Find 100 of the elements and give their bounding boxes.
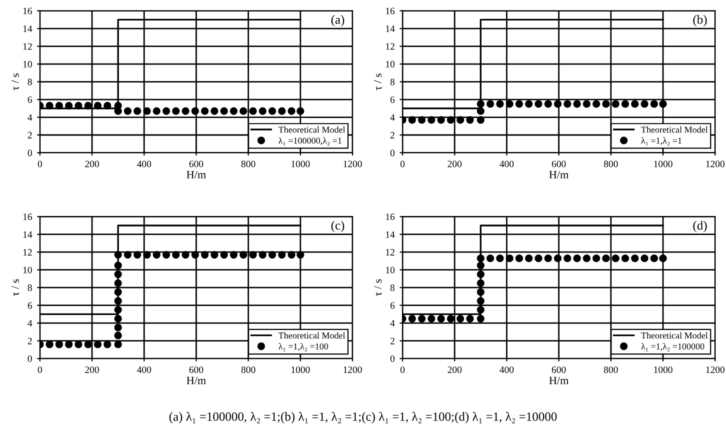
legend-label: λ₁ =1,λ₂ =100000: [641, 343, 704, 352]
x-axis-title: H/m: [549, 376, 569, 384]
point: [466, 314, 474, 322]
y-tick-label: 16: [386, 214, 395, 220]
x-tick-label: 800: [241, 160, 256, 168]
y-tick-label: 6: [390, 302, 395, 309]
point: [408, 116, 416, 124]
point: [134, 250, 142, 259]
point: [65, 340, 73, 348]
x-axis-title: H/m: [186, 170, 206, 178]
x-tick-label: 600: [552, 366, 566, 374]
point: [631, 254, 639, 262]
point: [55, 340, 64, 348]
x-tick-label: 1000: [654, 366, 672, 374]
point: [124, 250, 132, 259]
point: [408, 314, 416, 322]
y-tick-label: 8: [28, 284, 32, 292]
point: [476, 100, 484, 108]
point: [506, 100, 514, 108]
annotation: (b): [693, 15, 707, 26]
y-tick-label: 4: [28, 114, 32, 121]
legend-label: λ₁ =1,λ₂ =100: [278, 343, 328, 352]
point: [114, 324, 122, 332]
point: [476, 116, 484, 124]
y-tick-label: 4: [390, 320, 395, 326]
point: [249, 250, 257, 259]
y-tick-label: 4: [28, 320, 32, 326]
x-tick-label: 1000: [292, 366, 310, 374]
point: [114, 270, 122, 278]
point: [525, 254, 533, 262]
y-tick-label: 16: [23, 214, 32, 220]
point: [446, 314, 455, 322]
point: [573, 100, 581, 108]
point: [564, 100, 572, 108]
point: [476, 297, 484, 305]
y-tick-label: 12: [386, 43, 394, 50]
point: [456, 314, 464, 322]
point: [191, 250, 199, 259]
y-tick-label: 10: [23, 266, 32, 274]
point: [418, 314, 426, 322]
legend-label: Theoretical Model: [641, 126, 708, 133]
y-tick-label: 14: [386, 26, 395, 32]
point: [418, 116, 426, 124]
point: [428, 116, 436, 124]
point: [476, 306, 484, 314]
point: [602, 254, 610, 262]
point: [268, 250, 276, 259]
y-tick-label: 14: [386, 231, 395, 238]
point: [114, 279, 122, 287]
point: [210, 250, 218, 259]
point: [114, 250, 122, 259]
point: [564, 254, 572, 262]
y-tick-label: 16: [23, 8, 32, 14]
x-tick-label: 400: [137, 160, 152, 168]
legend-label: Theoretical Model: [278, 332, 346, 339]
annotation: (d): [693, 220, 707, 232]
y-tick-label: 8: [28, 78, 32, 86]
x-tick-label: 0: [400, 366, 405, 374]
x-tick-label: 1000: [292, 160, 310, 168]
point: [544, 254, 552, 262]
y-tick-label: 8: [390, 78, 395, 86]
y-tick-label: 0: [390, 355, 395, 362]
text: (a) λ₁ =100000, λ₂ =1;(b) λ₁ =1, λ₂ =1;(c) λ₁ =1, λ₂ =100;(d) λ₁ =1, λ₂ =10000: [169, 412, 557, 424]
point: [476, 262, 484, 270]
point: [278, 250, 286, 259]
x-tick-label: 400: [137, 366, 152, 374]
legend-label: λ₁ =100000,λ₂ =1: [278, 137, 342, 146]
point: [476, 107, 484, 115]
annotation: (c): [331, 220, 344, 232]
point: [631, 100, 639, 108]
point: [476, 270, 484, 278]
point: [74, 340, 82, 348]
y-tick-label: 10: [386, 60, 395, 68]
point: [104, 340, 112, 348]
point: [428, 314, 436, 322]
point: [525, 100, 533, 108]
x-tick-label: 1200: [706, 160, 724, 168]
point: [288, 250, 296, 259]
point: [650, 100, 658, 108]
x-tick-label: 1200: [344, 160, 362, 168]
point: [446, 116, 455, 124]
y-tick-label: 6: [28, 302, 32, 309]
y-tick-label: 0: [390, 150, 395, 156]
point: [659, 100, 667, 108]
y-tick-label: 12: [23, 249, 32, 256]
point: [114, 332, 122, 340]
point: [486, 100, 494, 108]
point: [114, 288, 122, 296]
point: [230, 250, 238, 259]
point: [640, 100, 648, 108]
y-tick-label: 14: [23, 231, 32, 238]
point: [114, 306, 122, 314]
point: [650, 254, 658, 262]
x-tick-label: 200: [448, 160, 462, 168]
y-tick-label: 4: [390, 114, 395, 121]
y-tick-label: 0: [28, 150, 32, 156]
point: [602, 100, 610, 108]
point: [94, 340, 102, 348]
y-tick-label: 2: [28, 132, 32, 138]
point: [172, 250, 180, 259]
